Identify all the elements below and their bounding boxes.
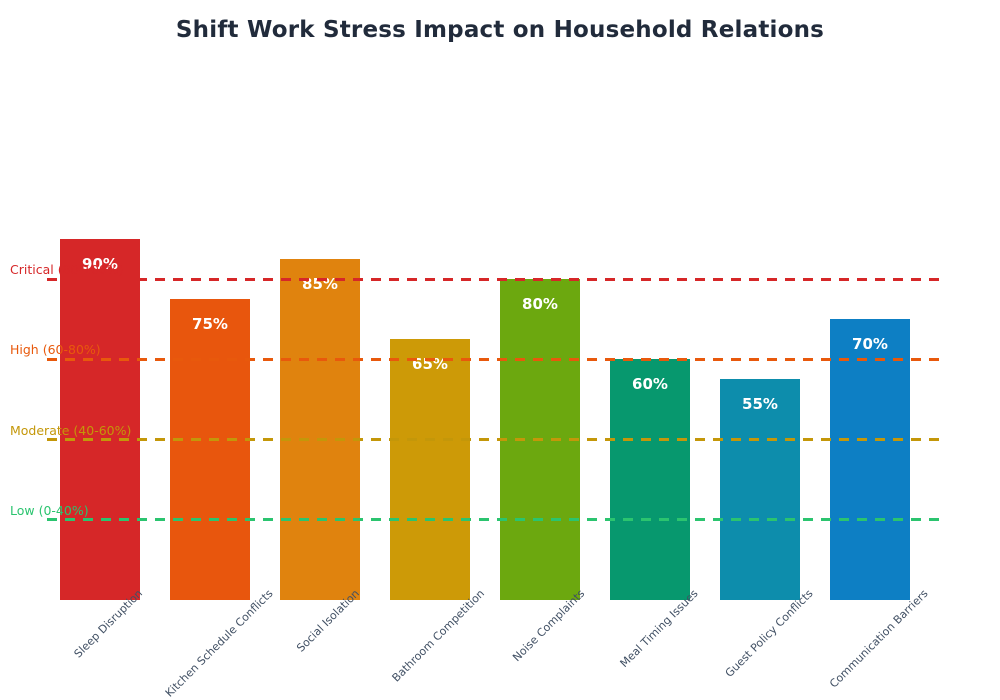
- category-label-bathroom-competition: Bathroom Competition: [389, 587, 488, 685]
- threshold-line-high: [47, 357, 947, 361]
- bar-value-label: 80%: [522, 295, 558, 314]
- threshold-label-low: Low (0-40%): [10, 502, 89, 518]
- bar-sleep-disruption: 90%: [60, 239, 140, 600]
- bar-value-label: 60%: [632, 375, 668, 394]
- bar-value-label: 55%: [742, 395, 778, 414]
- threshold-line-low: [47, 518, 947, 522]
- category-label-guest-policy-conflicts: Guest Policy Conflicts: [722, 587, 816, 680]
- bar-value-label: 90%: [82, 255, 118, 273]
- threshold-line-critical: [47, 277, 947, 281]
- bar-value-label: 75%: [192, 315, 228, 334]
- bar-guest-policy-conflicts: 55%: [720, 379, 800, 600]
- bar-social-isolation: 85%: [280, 259, 360, 600]
- bar-value-label: 70%: [852, 335, 888, 354]
- threshold-label-high: High (60-80%): [10, 342, 101, 358]
- bar-communication-barriers: 70%: [830, 319, 910, 600]
- bar-bathroom-competition: 65%: [390, 339, 470, 600]
- category-label-communication-barriers: Communication Barriers: [827, 587, 931, 691]
- bar-meal-timing-issues: 60%: [610, 359, 690, 600]
- threshold-label-critical: Critical (80-100%): [10, 262, 124, 278]
- chart-title: Shift Work Stress Impact on Household Re…: [175, 17, 825, 43]
- threshold-label-moderate: Moderate (40-60%): [10, 422, 132, 438]
- threshold-line-moderate: [47, 438, 947, 442]
- bar-kitchen-schedule-conflicts: 75%: [170, 299, 250, 600]
- category-label-kitchen-schedule-conflicts: Kitchen Schedule Conflicts: [162, 587, 276, 700]
